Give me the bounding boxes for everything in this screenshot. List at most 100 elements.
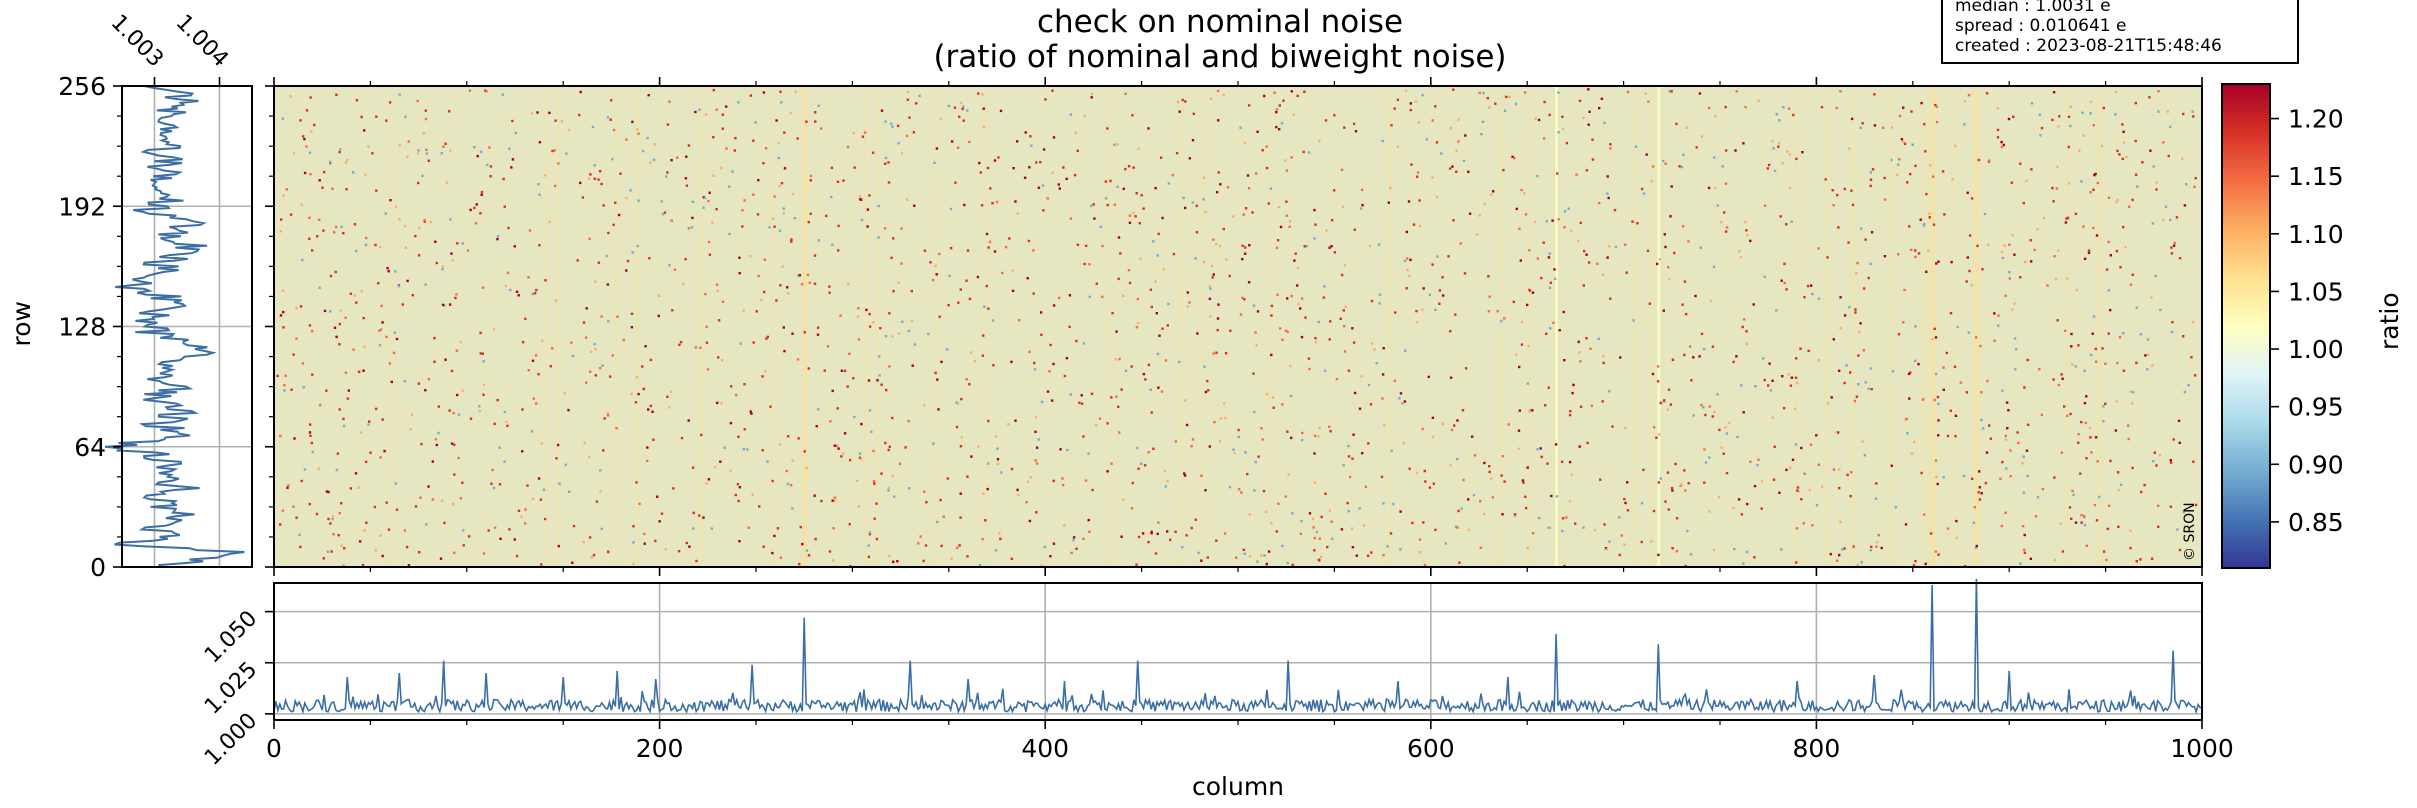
outlier-pixel <box>303 171 307 175</box>
outlier-pixel <box>1955 536 1959 540</box>
outlier-pixel <box>475 203 478 206</box>
outlier-pixel <box>2022 455 2025 458</box>
outlier-pixel <box>295 306 298 310</box>
outlier-pixel <box>1972 521 1975 524</box>
outlier-pixel <box>1257 455 1260 458</box>
outlier-pixel <box>768 226 771 229</box>
outlier-pixel <box>923 490 926 493</box>
outlier-pixel <box>2068 506 2072 509</box>
outlier-pixel <box>1698 92 1702 95</box>
outlier-pixel <box>1216 328 1219 332</box>
outlier-pixel <box>1983 212 1987 216</box>
outlier-pixel <box>742 448 745 451</box>
outlier-pixel <box>1657 553 1660 557</box>
outlier-pixel <box>1503 317 1506 320</box>
outlier-pixel <box>1986 379 1989 383</box>
outlier-pixel <box>1242 213 1245 216</box>
outlier-pixel <box>298 533 301 537</box>
outlier-pixel <box>1713 410 1716 414</box>
outlier-pixel <box>2178 441 2181 445</box>
outlier-pixel <box>1314 337 1317 340</box>
outlier-pixel <box>1611 425 1614 428</box>
outlier-pixel <box>1664 500 1667 503</box>
outlier-pixel <box>734 493 737 497</box>
outlier-pixel <box>1399 548 1402 551</box>
outlier-pixel <box>379 245 382 249</box>
outlier-pixel <box>2094 172 2097 176</box>
outlier-pixel <box>418 551 421 554</box>
outlier-pixel <box>1749 239 1752 243</box>
outlier-pixel <box>1894 506 1897 509</box>
outlier-pixel <box>1692 414 1695 417</box>
outlier-pixel <box>602 204 605 207</box>
outlier-pixel <box>450 369 454 373</box>
outlier-pixel <box>1688 345 1692 348</box>
outlier-pixel <box>1027 480 1030 483</box>
outlier-pixel <box>1322 296 1326 299</box>
outlier-pixel <box>1623 497 1626 501</box>
outlier-pixel <box>1504 95 1508 99</box>
outlier-pixel <box>630 392 633 396</box>
outlier-pixel <box>310 130 313 133</box>
column-stripe <box>2095 86 2098 567</box>
outlier-pixel <box>1527 344 1530 348</box>
outlier-pixel <box>1875 482 1878 485</box>
outlier-pixel <box>1832 204 1835 207</box>
outlier-pixel <box>605 254 608 258</box>
colorbar-tick-label: 0.95 <box>2288 393 2344 422</box>
outlier-pixel <box>1540 455 1543 459</box>
outlier-pixel <box>584 381 588 384</box>
outlier-pixel <box>1870 388 1873 391</box>
outlier-pixel <box>481 352 484 355</box>
outlier-pixel <box>635 481 638 484</box>
outlier-pixel <box>489 175 492 178</box>
outlier-pixel <box>2104 362 2107 365</box>
x-tick-label: 200 <box>636 734 684 763</box>
outlier-pixel <box>349 487 352 490</box>
outlier-pixel <box>1874 497 1878 500</box>
outlier-pixel <box>482 383 485 386</box>
outlier-pixel <box>1591 158 1595 161</box>
outlier-pixel <box>1041 184 1045 187</box>
outlier-pixel <box>619 172 622 175</box>
outlier-pixel <box>1524 495 1527 498</box>
bright-column <box>1931 86 1935 567</box>
outlier-pixel <box>1839 520 1842 523</box>
outlier-pixel <box>630 326 634 329</box>
outlier-pixel <box>1190 445 1193 448</box>
outlier-pixel <box>1162 268 1165 271</box>
outlier-pixel <box>843 432 847 435</box>
outlier-pixel <box>1122 498 1125 501</box>
outlier-pixel <box>1373 348 1376 351</box>
outlier-pixel <box>652 158 656 161</box>
outlier-pixel <box>1924 150 1927 153</box>
outlier-pixel <box>360 290 363 293</box>
outlier-pixel <box>1184 399 1187 402</box>
outlier-pixel <box>1778 119 1781 122</box>
outlier-pixel <box>2119 266 2122 269</box>
outlier-pixel <box>1845 364 1848 367</box>
outlier-pixel <box>1468 212 1472 215</box>
column-stripe <box>933 86 935 567</box>
outlier-pixel <box>1669 215 1672 218</box>
outlier-pixel <box>434 438 438 441</box>
outlier-pixel <box>682 283 685 286</box>
outlier-pixel <box>2095 234 2099 237</box>
outlier-pixel <box>622 338 625 342</box>
outlier-pixel <box>2023 548 2026 552</box>
outlier-pixel <box>832 559 835 562</box>
outlier-pixel <box>2000 250 2004 254</box>
outlier-pixel <box>1668 278 1671 281</box>
outlier-pixel <box>1838 553 1841 557</box>
outlier-pixel <box>1713 156 1716 159</box>
outlier-pixel <box>461 389 464 392</box>
outlier-pixel <box>425 152 429 155</box>
outlier-pixel <box>321 186 324 189</box>
outlier-pixel <box>1494 102 1497 105</box>
outlier-pixel <box>1140 194 1143 197</box>
outlier-pixel <box>670 219 673 222</box>
outlier-pixel <box>1407 200 1411 203</box>
outlier-pixel <box>981 93 984 96</box>
outlier-pixel <box>853 166 856 169</box>
outlier-pixel <box>1010 360 1013 364</box>
